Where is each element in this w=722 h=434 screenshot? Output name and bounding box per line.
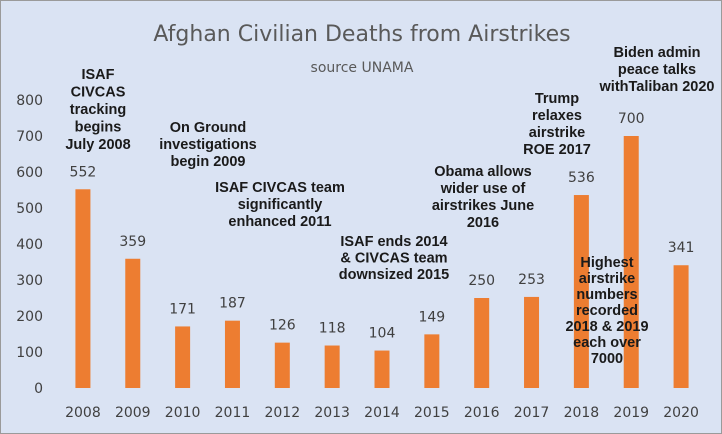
x-tick-label: 2009 (115, 405, 151, 421)
annotation-line: & CIVCAS team (340, 251, 447, 267)
annotation-1: ISAF CIVCAS tracking begins July 2008 (65, 67, 130, 153)
data-label: 118 (319, 321, 346, 337)
annotation-line: relaxes (532, 108, 582, 124)
data-label: 171 (169, 301, 196, 317)
annotation-line: 2018 & 2019 (565, 319, 648, 335)
data-label: 250 (468, 273, 495, 289)
annotation-line: wider use of (440, 181, 526, 197)
bar-2009 (125, 258, 141, 388)
x-tick-label: 2020 (663, 405, 699, 421)
data-label: 126 (269, 318, 296, 334)
bar-2015 (424, 334, 440, 388)
annotation-line: ROE 2017 (523, 142, 591, 158)
annotation-line: significantly (238, 197, 323, 213)
annotation-line: ISAF (81, 67, 114, 83)
chart-title: Afghan Civilian Deaths from Airstrikes (153, 22, 570, 47)
annotation-4: ISAF ends 2014 & CIVCAS team downsized 201… (339, 234, 449, 283)
bar-2013 (324, 345, 340, 388)
data-label: 536 (568, 170, 595, 186)
annotation-line: 7000 (591, 351, 623, 367)
bar-2017 (524, 296, 540, 388)
annotation-7: Biden admin peace talks withTaliban 2020 (599, 45, 715, 95)
annotation-line: tracking (70, 102, 126, 118)
bar-2012 (274, 342, 290, 388)
y-tick-label: 700 (16, 129, 43, 145)
x-tick-label: 2010 (165, 405, 201, 421)
annotation-line: Biden admin (613, 45, 700, 61)
x-tick-label: 2018 (564, 405, 600, 421)
y-tick-label: 0 (34, 381, 43, 397)
annotation-line: 2016 (467, 215, 499, 231)
data-label: 341 (668, 240, 695, 256)
x-tick-label: 2011 (215, 405, 251, 421)
x-tick-label: 2012 (264, 405, 300, 421)
annotation-line: begins (75, 120, 122, 136)
annotation-2: On Ground investigations begin 2009 (159, 120, 257, 170)
annotation-line: Obama allows (434, 164, 532, 180)
annotation-line: Trump (535, 91, 579, 107)
annotation-8: Highest airstrike numbers recorded 2018 & 20… (565, 255, 648, 367)
annotation-line: ISAF CIVCAS team (215, 180, 345, 196)
annotation-line: downsized 2015 (339, 267, 449, 283)
bar-2016 (474, 298, 490, 388)
x-tick-label: 2013 (314, 405, 350, 421)
bar-2020 (673, 265, 689, 388)
annotations: ISAF CIVCAS tracking begins July 2008 On Grou… (65, 45, 714, 367)
x-tick-label: 2008 (65, 405, 101, 421)
annotation-line: begin 2009 (171, 154, 246, 170)
y-tick-label: 400 (16, 237, 43, 253)
data-label: 104 (369, 326, 396, 342)
x-tick-label: 2016 (464, 405, 500, 421)
x-axis: 2008 2009 2010 2011 2012 2013 2014 2015 2016 2017… (65, 405, 699, 421)
annotation-line: numbers (576, 287, 637, 303)
annotation-line: investigations (159, 137, 257, 153)
data-label: 552 (70, 164, 97, 180)
annotation-line: On Ground (170, 120, 247, 136)
bar-2011 (224, 320, 240, 388)
chart-subtitle: source UNAMA (311, 60, 414, 76)
annotation-line: Highest (580, 255, 633, 271)
bar-2018 (573, 195, 589, 388)
bar-2008 (75, 189, 91, 388)
y-tick-label: 200 (16, 309, 43, 325)
y-axis: 0 100 200 300 400 500 600 700 800 (16, 93, 43, 397)
annotation-3: ISAF CIVCAS team significantly enhanced 20… (215, 180, 345, 230)
bar-2014 (374, 350, 390, 388)
data-label: 700 (618, 111, 645, 127)
annotation-line: CIVCAS (71, 85, 126, 101)
y-tick-label: 300 (16, 273, 43, 289)
annotation-line: each over (573, 335, 641, 351)
data-label: 187 (219, 296, 246, 312)
annotation-line: withTaliban 2020 (599, 79, 715, 95)
annotation-line: airstrike (579, 271, 635, 287)
annotation-line: July 2008 (65, 137, 130, 153)
y-tick-label: 500 (16, 201, 43, 217)
data-label: 149 (418, 309, 445, 325)
annotation-line: peace talks (618, 62, 696, 78)
bar-2010 (175, 326, 191, 388)
annotation-line: recorded (576, 303, 638, 319)
y-tick-label: 600 (16, 165, 43, 181)
annotation-line: enhanced 2011 (228, 214, 331, 230)
x-tick-label: 2014 (364, 405, 400, 421)
data-label: 253 (518, 272, 545, 288)
y-tick-label: 800 (16, 93, 43, 109)
annotation-line: ISAF ends 2014 (340, 234, 447, 250)
bar-series: 552 359 171 187 126 118 104 149 250 253 536 700 341 (70, 111, 695, 388)
annotation-line: airstrike (529, 125, 585, 141)
x-tick-label: 2019 (613, 405, 649, 421)
annotation-line: airstrikes June (432, 198, 534, 214)
annotation-5: Obama allows wider use of airstrikes June 2… (432, 164, 534, 231)
x-tick-label: 2017 (514, 405, 550, 421)
x-tick-label: 2015 (414, 405, 450, 421)
data-label: 359 (119, 234, 146, 250)
y-tick-label: 100 (16, 345, 43, 361)
bar-2019 (623, 136, 639, 388)
annotation-6: Trump relaxes airstrike ROE 2017 (523, 91, 591, 158)
